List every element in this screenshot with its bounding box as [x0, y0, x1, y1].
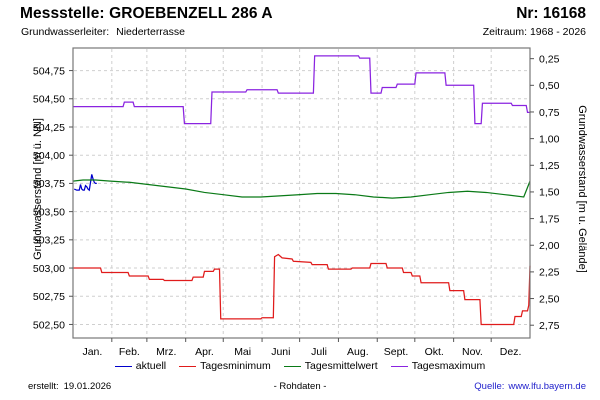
- footer-created: erstellt: 19.01.2026: [28, 381, 111, 392]
- series-line-tagesmaximum: [73, 55, 530, 125]
- y-tick-label-left: 503,25: [33, 235, 65, 247]
- y-tick-label-left: 503,50: [33, 206, 65, 218]
- legend-swatch-icon: [114, 365, 132, 367]
- footer-created-value: 19.01.2026: [63, 381, 112, 392]
- page-title: Messstelle: GROEBENZELL 286 A: [20, 5, 273, 22]
- legend-item-tagesmaximum[interactable]: Tagesmaximum: [390, 360, 486, 372]
- grid-layer: [74, 49, 529, 337]
- legend-label: aktuell: [135, 360, 167, 372]
- x-tick-label: Okt.: [425, 346, 444, 358]
- legend-item-aktuell[interactable]: aktuell: [114, 360, 167, 372]
- y-tick-label-right: 0,25: [539, 53, 560, 65]
- legend-item-tagesmittelwert[interactable]: Tagesmittelwert: [283, 360, 378, 372]
- series-line-tagesmittelwert: [72, 179, 531, 199]
- y-tick-label-left: 503,75: [33, 178, 65, 190]
- footer-source[interactable]: Quelle: www.lfu.bayern.de: [474, 381, 586, 392]
- station-number: Nr: 16168: [516, 5, 586, 22]
- y-tick-label-left: 504,00: [33, 150, 65, 162]
- x-tick-label: Sept.: [384, 346, 409, 358]
- y-tick-label-right: 1,25: [539, 160, 560, 172]
- x-tick-label: Feb.: [119, 346, 140, 358]
- aquifer-label: Grundwasserleiter:: [21, 26, 110, 38]
- axis-ticks: [69, 58, 534, 342]
- y-tick-label-right: 2,00: [539, 240, 560, 252]
- y-tick-label-left: 502,50: [33, 319, 65, 331]
- series-line-aktuell: [73, 174, 97, 192]
- legend-item-tagesminimum[interactable]: Tagesminimum: [179, 360, 271, 372]
- footer-created-label: erstellt:: [28, 381, 59, 392]
- x-tick-label: Nov.: [462, 346, 483, 358]
- y-tick-label-left: 503,00: [33, 263, 65, 275]
- y-tick-label-right: 2,75: [539, 320, 560, 332]
- axis-labels: 504,75 504,50 504,25 504,00 503,75 503,50 503,…: [33, 53, 560, 358]
- x-tick-label: Juni: [271, 346, 290, 358]
- series-line-tagesminimum: [73, 253, 531, 326]
- x-tick-label: Apr.: [195, 346, 214, 358]
- aquifer-info: Grundwasserleiter: Niederterrasse: [21, 26, 185, 38]
- x-tick-label: Jan.: [82, 346, 102, 358]
- y-tick-label-left: 504,50: [33, 94, 65, 106]
- y-tick-label-right: 2,25: [539, 267, 560, 279]
- legend-label: Tagesmittelwert: [304, 360, 378, 372]
- series-layer: [72, 55, 531, 326]
- x-tick-label: Aug.: [347, 346, 369, 358]
- legend-swatch-icon: [390, 365, 408, 367]
- y-tick-label-right: 1,75: [539, 213, 560, 225]
- y-tick-label-left: 502,75: [33, 291, 65, 303]
- y-tick-label-right: 0,50: [539, 80, 560, 92]
- footer-source-value: www.lfu.bayern.de: [508, 381, 586, 392]
- aquifer-value: Niederterrasse: [116, 26, 185, 38]
- legend-label: Tagesminimum: [200, 360, 271, 372]
- legend-swatch-icon: [179, 365, 197, 367]
- legend-swatch-icon: [283, 365, 301, 367]
- y-tick-label-left: 504,25: [33, 122, 65, 134]
- chart-legend: aktuell Tagesminimum Tagesmittelwert Tagesm…: [0, 360, 600, 372]
- footer-center: - Rohdaten -: [273, 381, 327, 392]
- x-tick-label: Mai: [234, 346, 251, 358]
- y-tick-label-right: 1,00: [539, 133, 560, 145]
- y-tick-label-left: 504,75: [33, 65, 65, 77]
- x-tick-label: Juli: [311, 346, 327, 358]
- footer-source-label: Quelle:: [474, 381, 505, 392]
- plot-frame: [72, 47, 531, 339]
- y-tick-label-right: 2,50: [539, 293, 560, 305]
- x-tick-label: Mrz.: [156, 346, 176, 358]
- y-tick-label-right: 1,50: [539, 187, 560, 199]
- y-tick-label-right: 0,75: [539, 107, 560, 119]
- period-info: Zeitraum: 1968 - 2026: [482, 26, 586, 38]
- legend-label: Tagesmaximum: [411, 360, 486, 372]
- x-tick-label: Dez.: [500, 346, 522, 358]
